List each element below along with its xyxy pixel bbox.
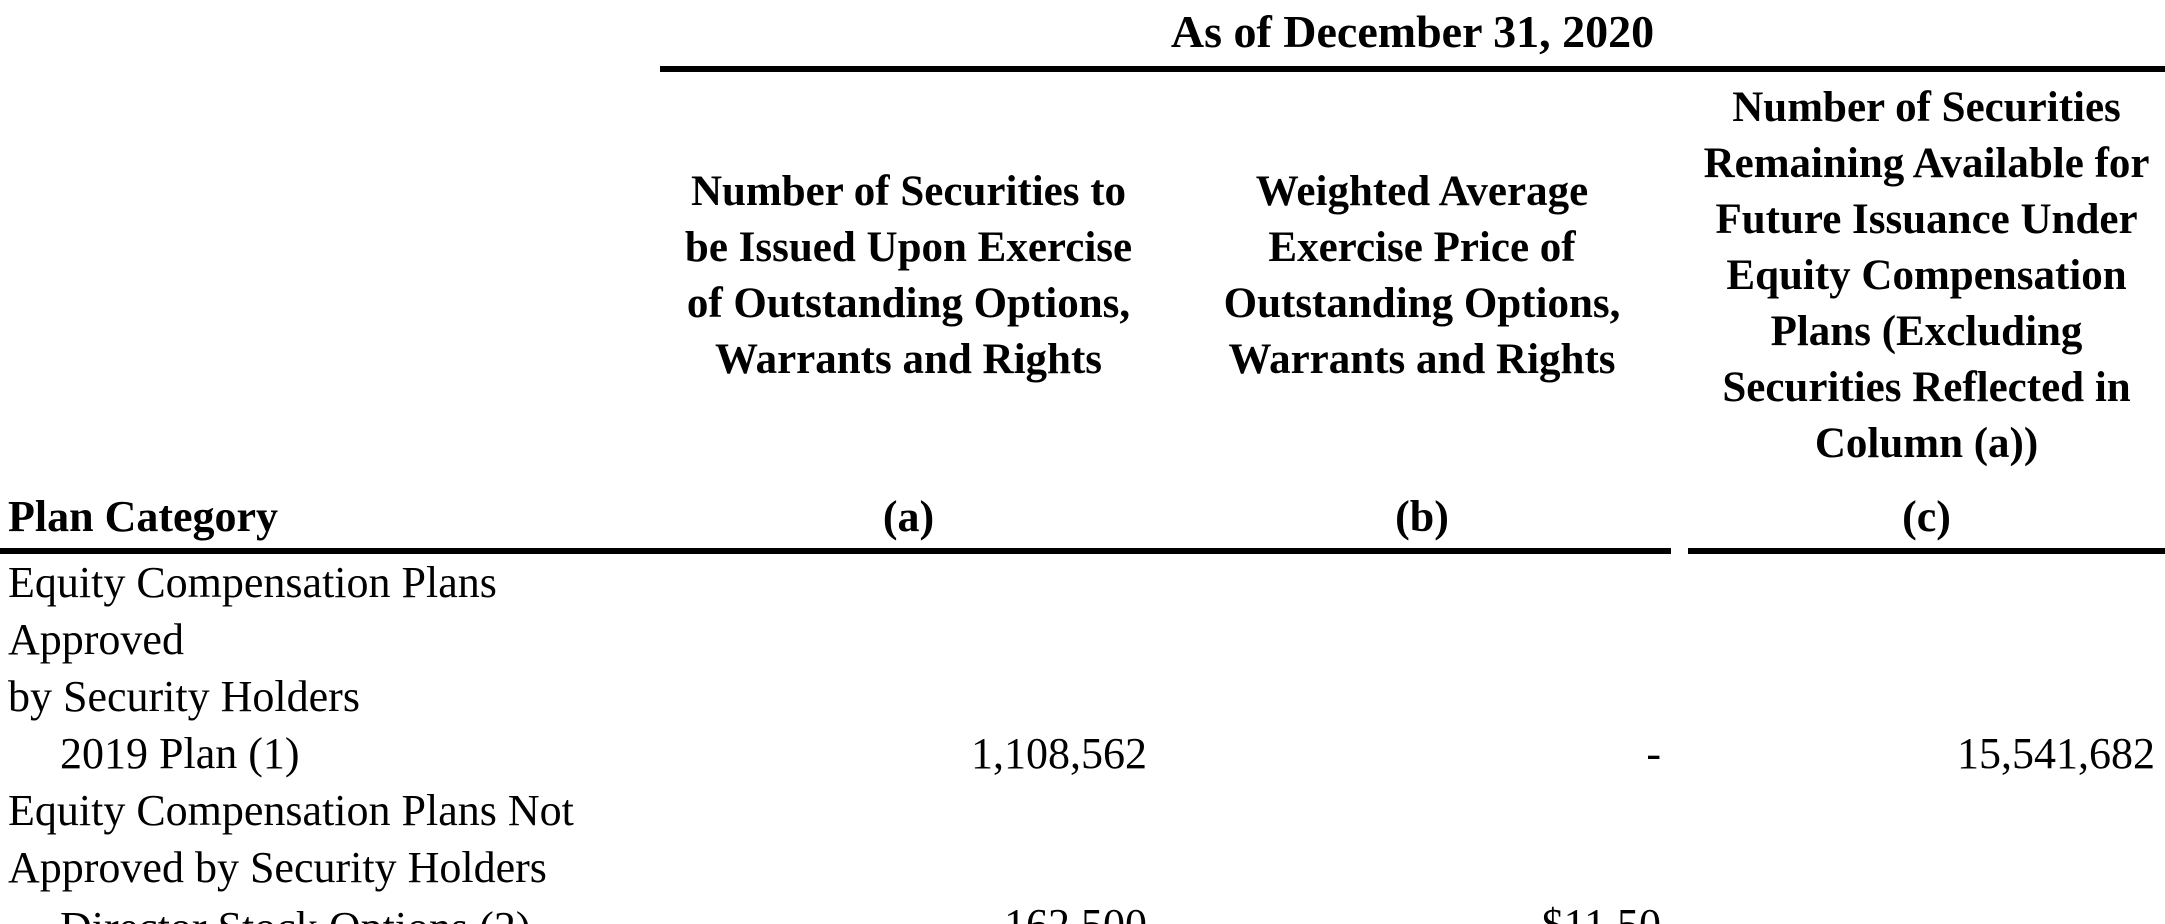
stub-spacer — [0, 69, 660, 486]
column-gap — [1671, 551, 1688, 725]
col-c-header: Number of Securities Remaining Available… — [1703, 84, 2150, 467]
value-b — [1173, 551, 1671, 725]
period-header-row: As of December 31, 2020 — [0, 0, 2165, 72]
value-b — [1173, 782, 1671, 896]
value-b: - — [1646, 729, 1661, 778]
row-label: Director Stock Options (2) — [0, 896, 660, 924]
column-gap — [1671, 782, 1688, 896]
row-label: Equity Compensation Plans Approved by Se… — [8, 558, 497, 721]
column-gap — [1157, 486, 1173, 554]
plan-category-header: Plan Category — [0, 486, 660, 554]
col-b-header: Weighted Average Exercise Price of Outst… — [1223, 168, 1621, 383]
column-gap — [1671, 69, 1688, 486]
table-row-not-approved-plans: Equity Compensation Plans Not Approved b… — [0, 782, 2165, 896]
value-c — [1688, 782, 2165, 896]
column-gap — [1671, 486, 1688, 551]
value-a — [660, 782, 1157, 896]
value-a — [660, 551, 1157, 725]
row-label: 2019 Plan (1) — [60, 729, 300, 778]
col-a-letter: (a) — [660, 486, 1157, 554]
column-gap — [1157, 69, 1173, 486]
column-gap — [1157, 725, 1173, 782]
value-c — [1688, 551, 2165, 725]
column-gap — [1157, 551, 1173, 725]
column-gap — [1157, 782, 1173, 896]
col-a-header: Number of Securities to be Issued Upon E… — [684, 168, 1133, 383]
value-c: 15,541,682 — [1957, 729, 2156, 778]
table-row-director-stock-options: Director Stock Options (2) 162,500 $11.5… — [0, 896, 2165, 924]
col-c-letter: (c) — [1688, 486, 2165, 554]
period-header: As of December 31, 2020 — [660, 0, 2165, 72]
column-headers-row: Number of Securities to be Issued Upon E… — [0, 69, 2165, 486]
column-letters-row: Plan Category (a) (b) (c) — [0, 486, 2165, 554]
value-b: $11.50 — [1173, 896, 1671, 924]
column-gap — [1671, 896, 1688, 924]
value-c: - — [1688, 896, 2165, 924]
column-gap — [1671, 725, 1688, 782]
stub-spacer — [0, 0, 660, 69]
column-gap — [1157, 896, 1173, 924]
table-row-2019-plan: 2019 Plan (1) 1,108,562 - 15,541,682 — [0, 725, 2165, 782]
col-b-letter: (b) — [1173, 486, 1671, 554]
row-label: Equity Compensation Plans Not Approved b… — [8, 786, 574, 892]
value-a: 1,108,562 — [971, 729, 1147, 778]
value-a: 162,500 — [660, 896, 1157, 924]
table-row-approved-plans: Equity Compensation Plans Approved by Se… — [0, 551, 2165, 725]
